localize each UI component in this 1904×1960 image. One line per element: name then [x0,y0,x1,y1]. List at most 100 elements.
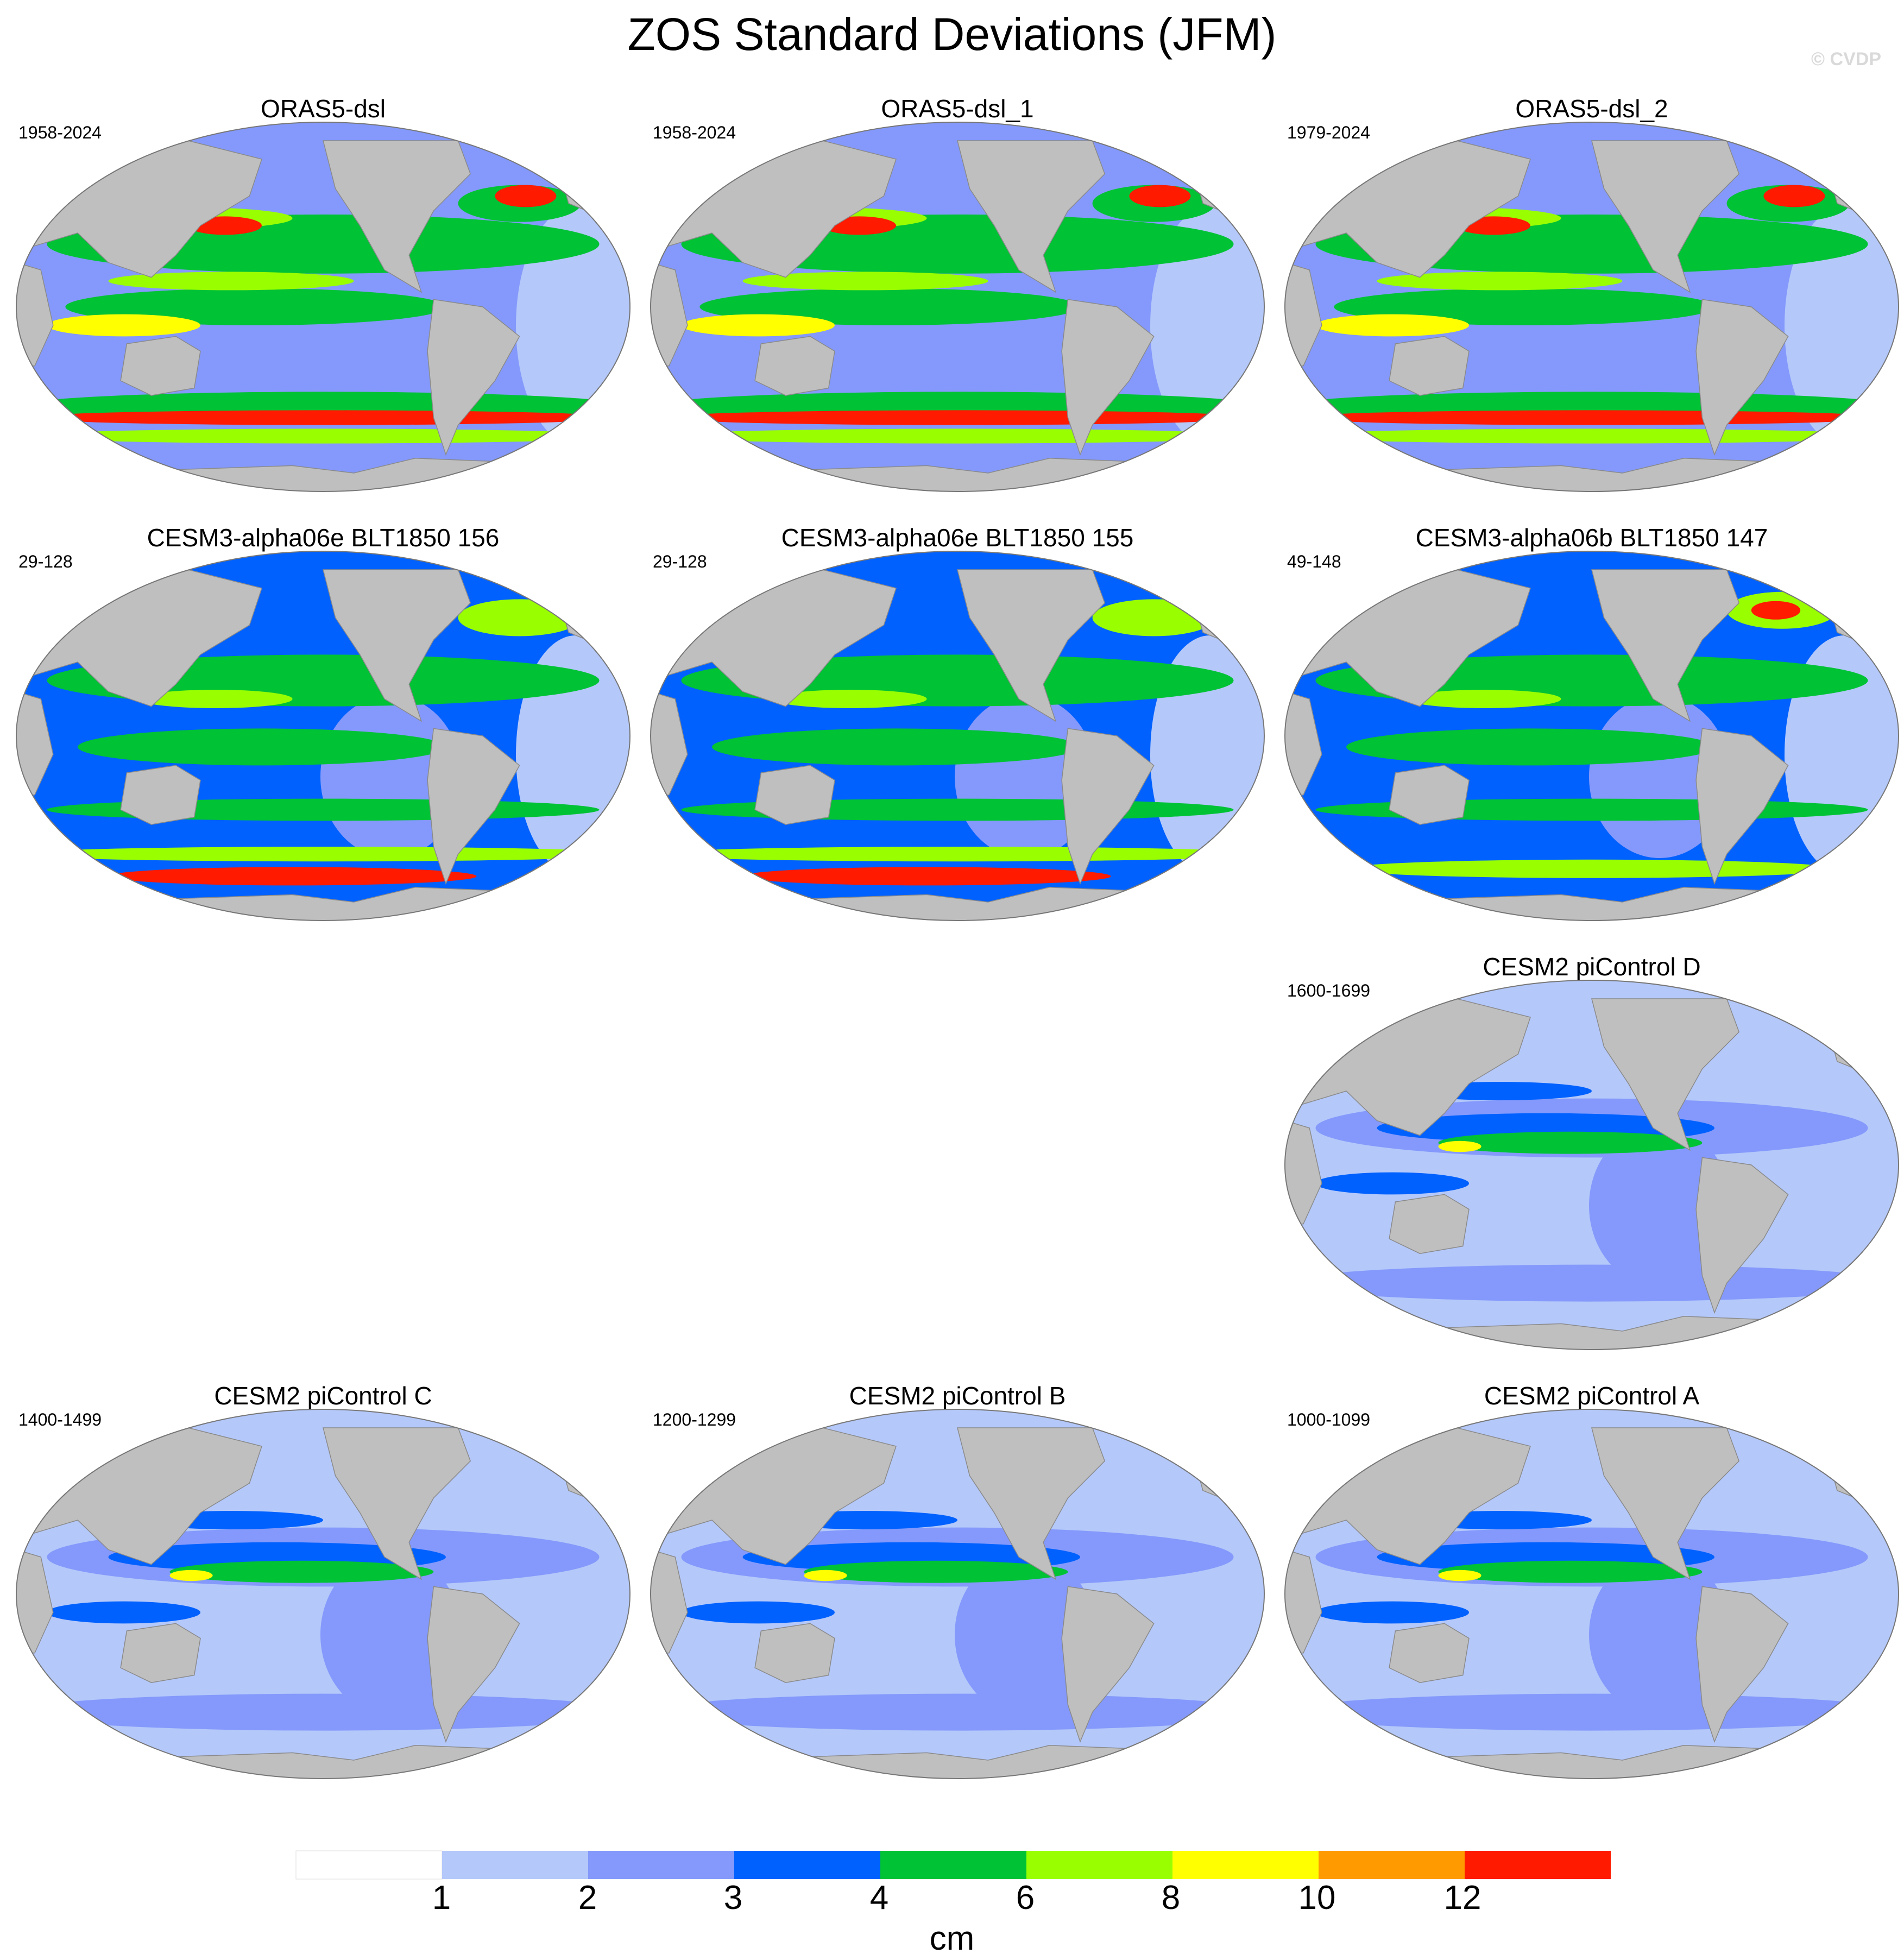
panel-years: 1400-1499 [18,1410,102,1429]
land-australia [1389,336,1470,396]
ocean-map [1284,980,1899,1350]
map-border [1284,551,1899,921]
ocean-field [651,551,1264,921]
map-panel-oras5-dsl: ORAS5-dsl 1958-2024 [11,92,635,516]
ocean-field [16,551,630,921]
variance-band [742,867,1111,886]
variance-band [1751,601,1801,620]
ocean-map [1284,122,1899,492]
panel-years: 1958-2024 [18,123,102,142]
ocean-map [1284,1409,1899,1779]
land-africa [16,691,54,796]
colorbar-swatch [1026,1851,1172,1879]
variance-band [1315,314,1469,337]
ocean-map [16,122,631,492]
variance-band [651,1693,1264,1731]
map-border [1284,1409,1899,1779]
variance-band [108,272,354,291]
variance-band [1438,1570,1481,1581]
variance-band [1315,1172,1469,1195]
land-australia [120,336,201,396]
land-africa [651,1549,688,1654]
land-africa [16,262,54,367]
map-panel-oras5-dsl-2: ORAS5-dsl_2 1979-2024 [1279,92,1904,516]
land-samerica [427,1586,520,1743]
variance-band [458,599,581,636]
ocean-map [650,122,1265,492]
variance-band [1285,1693,1899,1731]
map-border [650,122,1265,492]
land-africa [1285,1120,1322,1225]
colorbar-label: 4 [869,1879,889,1917]
map-panel-cesm3-155: CESM3-alpha06e BLT1850 155 29-128 [645,521,1270,945]
panel-title: CESM2 piControl B [849,1382,1066,1410]
land-samerica [1695,728,1789,885]
land-namerica [957,1427,1106,1580]
ocean-map [16,551,631,921]
variance-band [47,314,200,337]
map-panel-cesm2-b: CESM2 piControl B 1200-1299 [645,1379,1270,1803]
panel-title: ORAS5-dsl_1 [881,94,1034,123]
east-pacific-region [1589,1553,1730,1716]
panel-title: ORAS5-dsl [260,94,386,123]
map-panel-oras5-dsl-1: ORAS5-dsl_1 1958-2024 [645,92,1270,516]
colorbar-swatch [588,1851,734,1879]
ocean-field [1285,551,1899,921]
land-africa [1285,1549,1322,1654]
ocean-field [16,1409,630,1779]
variance-band [28,410,618,425]
colorbar-label: 6 [1016,1879,1035,1917]
land-samerica [1061,299,1155,456]
variance-band [1346,859,1837,878]
colorbar-swatch [1172,1851,1319,1879]
colorbar-swatch [734,1851,880,1879]
land-namerica [957,140,1106,293]
variance-band [1438,1131,1703,1154]
atlantic-region [1785,1493,1899,1732]
variance-band [712,728,1080,766]
land-samerica [1061,728,1155,885]
colorbar-label: 10 [1298,1879,1336,1917]
map-panel-cesm2-a: CESM2 piControl A 1000-1099 [1279,1379,1904,1803]
variance-band [1438,1140,1481,1152]
colorbar-label: 1 [432,1879,451,1917]
panel-title: CESM3-alpha06e BLT1850 155 [781,524,1134,552]
atlantic-region [1785,1064,1899,1303]
land-samerica [427,299,520,456]
variance-band [1315,1601,1469,1624]
land-namerica [957,569,1106,722]
land-samerica [1695,1157,1789,1314]
variance-band [773,690,927,708]
variance-band [108,867,477,886]
east-pacific-region [320,1553,462,1716]
variance-band [681,314,835,337]
land-australia [120,765,201,825]
land-samerica [1061,1586,1155,1743]
panel-title: CESM3-alpha06b BLT1850 147 [1415,524,1768,552]
variance-band [804,1560,1068,1583]
ocean-field [651,122,1264,491]
variance-band [1408,690,1561,708]
variance-band [495,185,557,207]
east-pacific-region [955,1553,1096,1716]
map-panel-cesm3-147: CESM3-alpha06b BLT1850 147 49-148 [1279,521,1904,945]
colorbar-swatch [880,1851,1026,1879]
variance-band [47,1601,200,1624]
land-namerica [1591,1427,1740,1580]
land-namerica [323,140,471,293]
ocean-map [1284,551,1899,921]
colorbar-label: 12 [1443,1879,1481,1917]
variance-band [16,847,630,862]
variance-band [169,1570,213,1581]
variance-band [742,272,988,291]
variance-band [16,1693,630,1731]
colorbar-swatch [295,1850,443,1880]
ocean-field [1285,980,1899,1350]
ocean-map [16,1409,631,1779]
variance-band [1285,1264,1899,1302]
colorbar-swatch [1465,1851,1611,1879]
colorbar-label: 3 [723,1879,743,1917]
land-namerica [1591,140,1740,293]
panel-years: 1600-1699 [1287,981,1371,1000]
variance-band [681,1601,835,1624]
